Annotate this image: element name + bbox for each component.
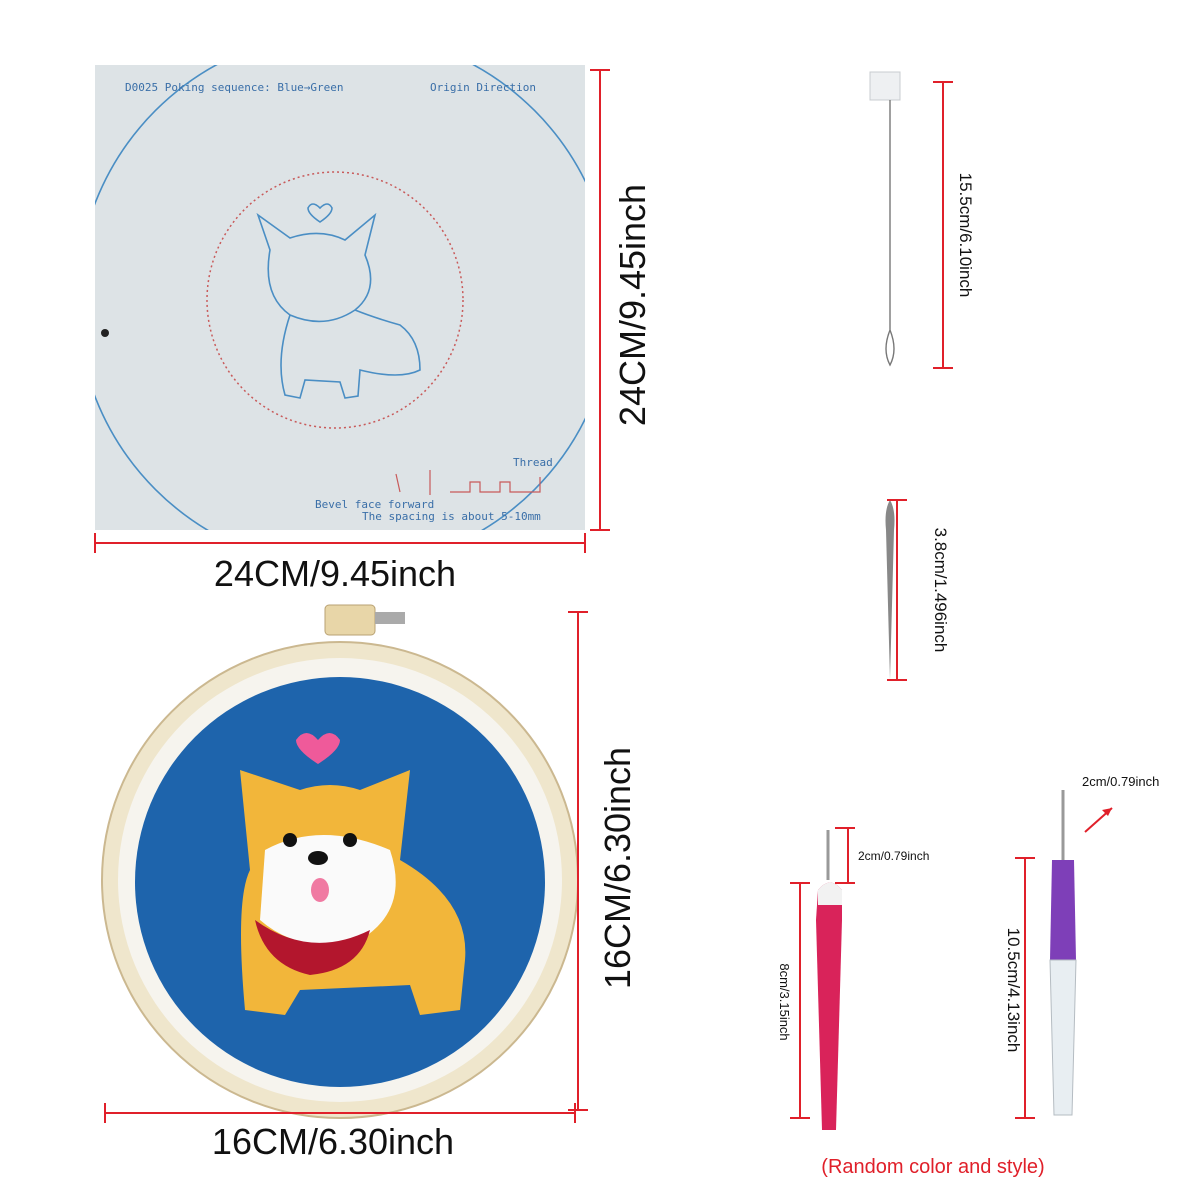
shape	[790, 827, 855, 1119]
hoop-height: 16CM/6.30inch	[597, 747, 638, 989]
circle	[343, 833, 357, 847]
rect	[95, 65, 585, 530]
rect	[324, 604, 376, 636]
pen1-tip: 2cm/0.79inch	[858, 849, 929, 863]
pen2-tip: 2cm/0.79inch	[1082, 774, 1159, 789]
punch-pen-1: 8cm/3.15inch 2cm/0.79inch	[777, 827, 929, 1130]
pattern-width: 24CM/9.45inch	[214, 553, 456, 594]
shape	[256, 212, 377, 323]
shape	[280, 309, 421, 399]
pattern-height: 24CM/9.45inch	[612, 184, 653, 426]
needle: 3.8cm/1.496inch	[885, 499, 950, 681]
needle-length: 3.8cm/1.496inch	[931, 528, 950, 653]
g	[95, 65, 585, 530]
shape	[1102, 808, 1112, 816]
shape	[296, 733, 340, 764]
shape	[1049, 959, 1077, 1116]
shape	[1050, 860, 1076, 960]
threader-length: 15.5cm/6.10inch	[956, 173, 975, 298]
pattern-dimensions: 24CM/9.45inch 24CM/9.45inch	[94, 69, 653, 594]
shape	[255, 920, 370, 975]
hoop	[101, 604, 579, 1119]
rect	[869, 71, 901, 101]
shape	[818, 882, 842, 905]
pen2-length: 10.5cm/4.13inch	[1004, 928, 1023, 1053]
shape	[1015, 807, 1113, 1119]
circle	[206, 171, 464, 429]
shape	[885, 100, 895, 367]
circle	[283, 833, 297, 847]
pattern-thread: Thread	[513, 456, 553, 469]
shape	[94, 69, 610, 553]
shape	[816, 882, 842, 1130]
pattern-direction: Origin Direction	[430, 81, 536, 94]
hoop-width: 16CM/6.30inch	[212, 1121, 454, 1162]
pattern-header: D0025 Poking sequence: Blue→Green	[125, 81, 344, 94]
rect	[375, 612, 405, 624]
shape	[933, 81, 953, 369]
shape	[104, 611, 588, 1123]
random-note: (Random color and style)	[821, 1156, 1044, 1178]
shape	[887, 499, 907, 681]
ellipse	[308, 851, 328, 865]
ellipse	[311, 878, 329, 902]
threader: 15.5cm/6.10inch	[869, 71, 975, 369]
pattern-paper: D0025 Poking sequence: Blue→Green Origin…	[95, 65, 585, 530]
shape	[395, 470, 541, 495]
punch-pen-2: 10.5cm/4.13inch 2cm/0.79inch	[1004, 774, 1159, 1119]
pattern-spacing: The spacing is about 5-10mm	[362, 510, 541, 523]
pen1-length: 8cm/3.15inch	[777, 963, 792, 1040]
pattern-bevel: Bevel face forward	[315, 498, 434, 511]
shape	[885, 500, 895, 680]
hoop-dimensions: 16CM/6.30inch 16CM/6.30inch	[104, 611, 638, 1162]
shape	[307, 203, 333, 223]
circle	[101, 329, 109, 337]
